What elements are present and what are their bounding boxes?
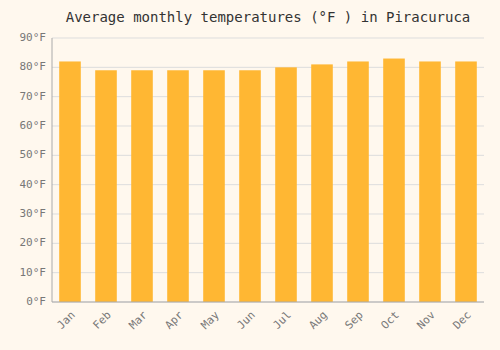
x-tick-label: Mar bbox=[127, 308, 151, 332]
x-tick-label: Jan bbox=[55, 309, 78, 332]
x-tick-label: Aug bbox=[307, 309, 330, 332]
bar bbox=[275, 67, 297, 302]
chart-container: Average monthly temperatures (°F ) in Pi… bbox=[0, 0, 500, 350]
y-axis-line bbox=[52, 38, 53, 302]
bar bbox=[347, 61, 369, 302]
y-tick-label: 90°F bbox=[20, 31, 47, 44]
y-tick-label: 10°F bbox=[20, 266, 47, 279]
y-tick-label: 20°F bbox=[20, 236, 47, 249]
x-tick-label: Dec bbox=[451, 309, 474, 332]
chart-svg: Average monthly temperatures (°F ) in Pi… bbox=[0, 0, 500, 350]
x-tick-label: Apr bbox=[163, 308, 187, 332]
bar bbox=[59, 61, 81, 302]
y-grid bbox=[52, 38, 484, 302]
y-tick-label: 40°F bbox=[20, 178, 47, 191]
bar bbox=[455, 61, 477, 302]
chart-title: Average monthly temperatures (°F ) in Pi… bbox=[66, 9, 471, 25]
bar bbox=[419, 61, 441, 302]
bar bbox=[203, 70, 225, 302]
grid-line bbox=[52, 302, 484, 303]
y-tick-label: 50°F bbox=[20, 148, 47, 161]
y-tick-label: 30°F bbox=[20, 207, 47, 220]
x-tick-label: Jul bbox=[271, 309, 294, 332]
x-tick-label: Jun bbox=[235, 309, 258, 332]
bar bbox=[131, 70, 153, 302]
x-tick-label: May bbox=[199, 308, 223, 332]
x-tick-label: Sep bbox=[343, 309, 366, 332]
grid-line bbox=[52, 38, 484, 39]
x-tick-label: Feb bbox=[91, 309, 114, 332]
y-tick-label: 80°F bbox=[20, 60, 47, 73]
bars bbox=[59, 59, 477, 302]
y-tick-label: 60°F bbox=[20, 119, 47, 132]
x-tick-label: Nov bbox=[415, 308, 439, 332]
x-axis-line bbox=[52, 302, 484, 303]
bar bbox=[311, 64, 333, 302]
bar bbox=[239, 70, 261, 302]
y-tick-label: 0°F bbox=[26, 295, 46, 308]
bar bbox=[95, 70, 117, 302]
bar bbox=[383, 59, 405, 302]
x-tick-label: Oct bbox=[379, 309, 402, 332]
background bbox=[0, 0, 500, 350]
y-tick-label: 70°F bbox=[20, 90, 47, 103]
bar bbox=[167, 70, 189, 302]
